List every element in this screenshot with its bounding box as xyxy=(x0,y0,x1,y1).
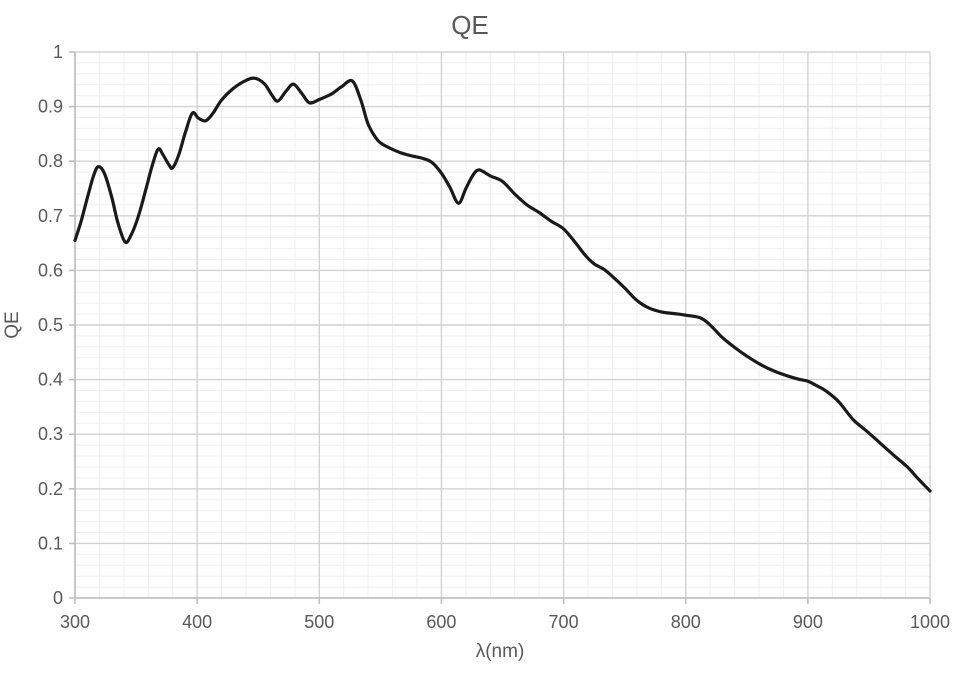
major-gridlines xyxy=(74,51,931,599)
y-tick-label-1: 1 xyxy=(53,42,63,62)
x-axis-title: λ(nm) xyxy=(476,641,525,662)
y-tick-label-0.9: 0.9 xyxy=(38,97,63,117)
y-tick-label-0.3: 0.3 xyxy=(38,424,63,444)
axis-tick-marks xyxy=(69,51,931,604)
qe-curve xyxy=(73,76,932,493)
x-tick-label-900: 900 xyxy=(793,612,823,632)
y-tick-label-0.7: 0.7 xyxy=(38,206,63,226)
y-axis-tick-labels: 0 0.1 0.2 0.3 0.4 0.5 0.6 0.7 0.8 0.9 1 xyxy=(38,42,63,608)
y-tick-label-0.5: 0.5 xyxy=(38,315,63,335)
x-tick-label-1000: 1000 xyxy=(910,612,950,632)
y-tick-label-0.1: 0.1 xyxy=(38,533,63,553)
chart-title: QE xyxy=(451,10,489,40)
x-tick-label-300: 300 xyxy=(60,612,90,632)
x-tick-label-400: 400 xyxy=(182,612,212,632)
x-tick-label-800: 800 xyxy=(671,612,701,632)
y-tick-label-0.6: 0.6 xyxy=(38,260,63,280)
x-axis-tick-labels: 300 400 500 600 700 800 900 1000 xyxy=(60,612,950,632)
x-tick-label-700: 700 xyxy=(549,612,579,632)
y-tick-label-0.8: 0.8 xyxy=(38,151,63,171)
y-tick-label-0.4: 0.4 xyxy=(38,370,63,390)
x-tick-label-600: 600 xyxy=(426,612,456,632)
y-tick-label-0.2: 0.2 xyxy=(38,479,63,499)
y-tick-label-0: 0 xyxy=(53,588,63,608)
y-axis-title: QE xyxy=(2,311,23,338)
x-tick-label-500: 500 xyxy=(304,612,334,632)
